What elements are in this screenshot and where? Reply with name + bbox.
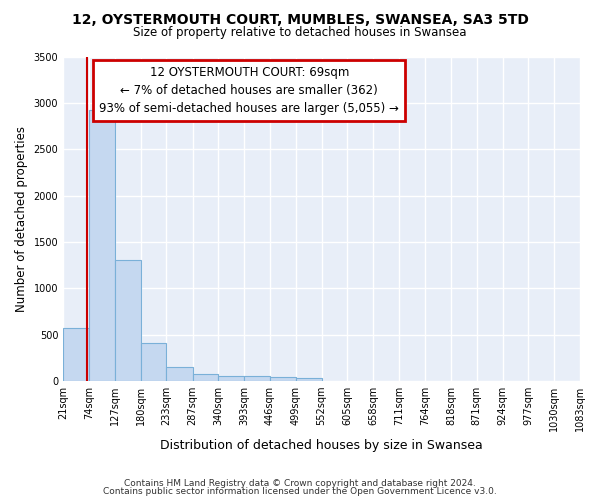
Bar bbox=[166, 367, 193, 381]
Bar bbox=[244, 376, 270, 381]
Bar bbox=[218, 376, 244, 381]
Bar bbox=[63, 328, 89, 381]
Text: 12 OYSTERMOUTH COURT: 69sqm
← 7% of detached houses are smaller (362)
93% of sem: 12 OYSTERMOUTH COURT: 69sqm ← 7% of deta… bbox=[99, 66, 399, 115]
Bar bbox=[193, 374, 218, 381]
Bar bbox=[140, 343, 166, 381]
Bar bbox=[296, 378, 322, 381]
Text: 12, OYSTERMOUTH COURT, MUMBLES, SWANSEA, SA3 5TD: 12, OYSTERMOUTH COURT, MUMBLES, SWANSEA,… bbox=[71, 12, 529, 26]
Text: Contains HM Land Registry data © Crown copyright and database right 2024.: Contains HM Land Registry data © Crown c… bbox=[124, 478, 476, 488]
Bar bbox=[270, 378, 296, 381]
Y-axis label: Number of detached properties: Number of detached properties bbox=[15, 126, 28, 312]
Bar bbox=[89, 110, 115, 381]
Text: Contains public sector information licensed under the Open Government Licence v3: Contains public sector information licen… bbox=[103, 487, 497, 496]
Bar bbox=[115, 260, 140, 381]
Text: Size of property relative to detached houses in Swansea: Size of property relative to detached ho… bbox=[133, 26, 467, 39]
X-axis label: Distribution of detached houses by size in Swansea: Distribution of detached houses by size … bbox=[160, 440, 483, 452]
